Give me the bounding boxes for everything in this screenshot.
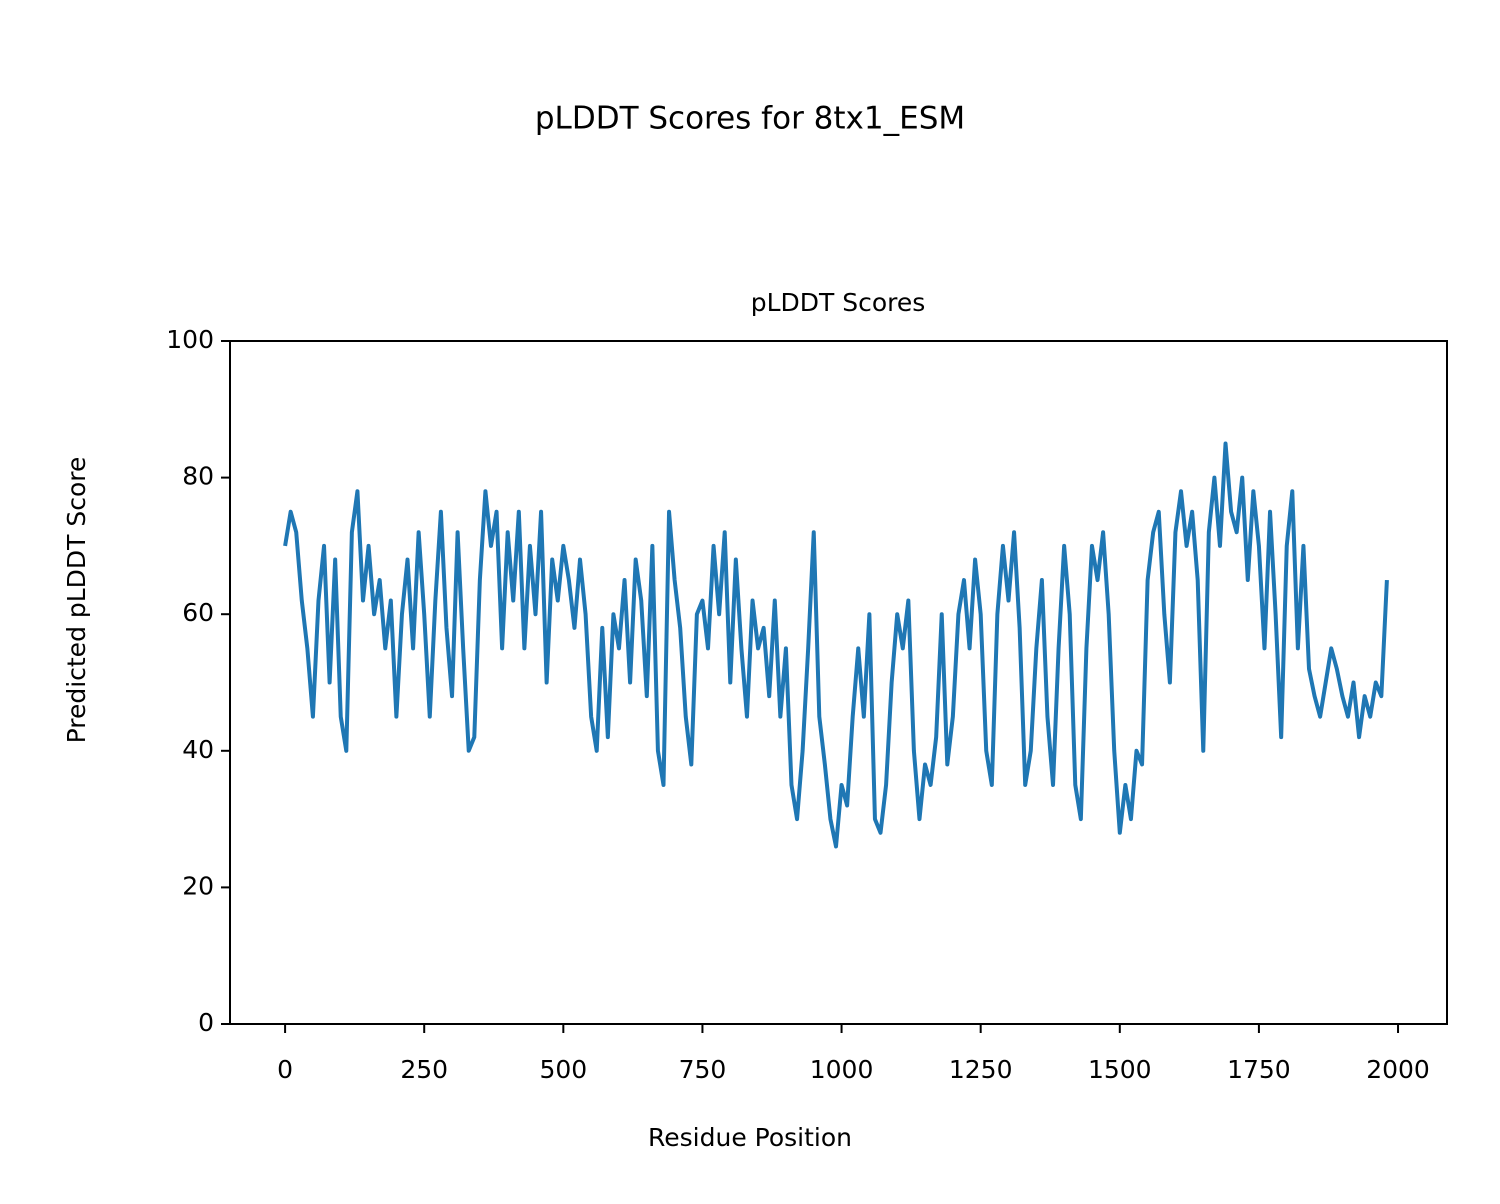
y-tick-label: 20 — [182, 871, 214, 900]
x-tick-label: 1750 — [1227, 1055, 1291, 1084]
y-tick-label: 60 — [182, 598, 214, 627]
chart-subtitle: pLDDT Scores — [751, 288, 926, 317]
y-tick-label: 0 — [198, 1008, 214, 1037]
x-tick-label: 1250 — [949, 1055, 1013, 1084]
y-axis-label: Predicted pLDDT Score — [62, 457, 91, 744]
chart-title: pLDDT Scores for 8tx1_ESM — [535, 101, 965, 137]
x-tick-label: 2000 — [1366, 1055, 1430, 1084]
x-tick-label: 0 — [277, 1055, 293, 1084]
data-line — [283, 441, 1389, 849]
y-tick-label: 80 — [182, 462, 214, 491]
x-tick-label: 1500 — [1088, 1055, 1152, 1084]
y-tick-label: 40 — [182, 735, 214, 764]
x-tick-label: 500 — [539, 1055, 587, 1084]
x-axis-label: Residue Position — [648, 1123, 852, 1152]
plot-frame — [229, 340, 1448, 1025]
x-tick-label: 750 — [679, 1055, 727, 1084]
y-tick-label: 100 — [166, 325, 214, 354]
x-tick-label: 1000 — [810, 1055, 874, 1084]
x-tick-label: 250 — [400, 1055, 448, 1084]
